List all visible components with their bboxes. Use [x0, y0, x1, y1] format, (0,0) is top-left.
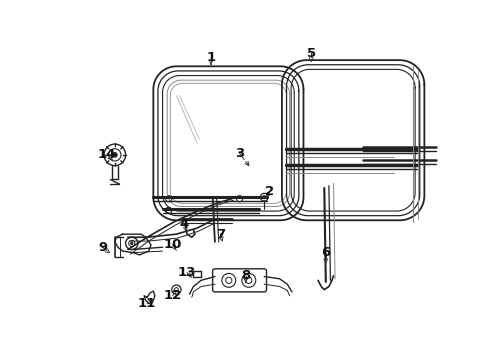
Text: 8: 8 — [241, 269, 250, 282]
Text: 14: 14 — [98, 148, 116, 161]
Circle shape — [226, 277, 232, 283]
Circle shape — [237, 195, 243, 202]
Text: 5: 5 — [307, 47, 316, 60]
Circle shape — [174, 288, 178, 292]
Circle shape — [263, 195, 266, 199]
Text: 10: 10 — [163, 238, 182, 251]
Circle shape — [109, 149, 121, 161]
Circle shape — [125, 237, 138, 249]
Text: 7: 7 — [216, 228, 225, 240]
Text: 9: 9 — [98, 241, 107, 254]
Text: 3: 3 — [235, 147, 244, 160]
Circle shape — [166, 195, 172, 202]
Text: 11: 11 — [138, 297, 156, 310]
Text: 13: 13 — [178, 266, 196, 279]
Text: 12: 12 — [164, 289, 182, 302]
FancyBboxPatch shape — [213, 269, 267, 292]
Circle shape — [104, 144, 125, 166]
Circle shape — [129, 240, 135, 247]
Text: 2: 2 — [265, 185, 274, 198]
Circle shape — [246, 277, 252, 283]
Circle shape — [260, 193, 268, 201]
Circle shape — [113, 153, 117, 157]
Circle shape — [222, 274, 236, 287]
Text: 4: 4 — [179, 218, 189, 231]
Text: 6: 6 — [321, 246, 330, 259]
Text: 1: 1 — [206, 50, 216, 64]
Circle shape — [166, 207, 172, 213]
Circle shape — [172, 285, 181, 294]
Circle shape — [131, 242, 133, 244]
Circle shape — [242, 274, 256, 287]
